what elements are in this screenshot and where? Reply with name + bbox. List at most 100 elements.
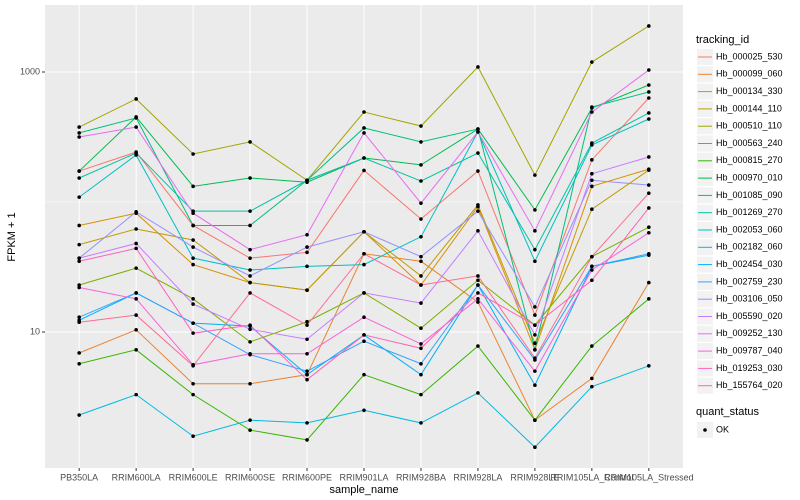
data-point: [647, 168, 651, 172]
data-point: [362, 126, 366, 130]
data-point: [305, 264, 309, 269]
legend-label: Hb_005590_020: [716, 311, 783, 321]
data-point: [476, 229, 480, 233]
data-point: [419, 254, 423, 259]
data-point: [134, 328, 138, 332]
data-point: [533, 333, 537, 337]
data-point: [77, 131, 81, 135]
data-point: [134, 241, 138, 246]
data-point: [590, 110, 594, 114]
data-point: [533, 445, 537, 450]
legend-label: Hb_000815_270: [716, 155, 783, 165]
data-point: [647, 206, 651, 210]
data-point: [647, 117, 651, 121]
legend-label: Hb_001269_270: [716, 207, 783, 217]
data-point: [77, 242, 81, 247]
data-point: [248, 323, 252, 327]
data-point: [248, 274, 252, 278]
data-point: [419, 163, 423, 167]
data-point: [590, 184, 594, 189]
data-point: [248, 327, 252, 332]
data-point: [191, 262, 195, 267]
data-point: [305, 323, 309, 327]
legend-label: Hb_000563_240: [716, 138, 783, 148]
data-point: [476, 65, 480, 69]
data-point: [419, 342, 423, 346]
data-point: [476, 297, 480, 301]
data-point: [419, 217, 423, 221]
data-point: [419, 274, 423, 278]
data-point: [476, 127, 480, 131]
data-point: [647, 68, 651, 72]
x-tick-label: RRIM928BA: [396, 472, 446, 482]
data-point: [647, 183, 651, 187]
data-point: [476, 274, 480, 278]
data-point: [533, 229, 537, 233]
data-point: [305, 288, 309, 292]
data-point: [590, 376, 594, 381]
data-point: [248, 291, 252, 295]
data-point: [533, 259, 537, 264]
legend-label: Hb_000099_060: [716, 69, 783, 79]
legend-label: Hb_000970_010: [716, 172, 783, 182]
data-point: [533, 208, 537, 212]
data-point: [77, 135, 81, 139]
data-point: [419, 392, 423, 397]
data-point: [590, 278, 594, 283]
data-point: [134, 297, 138, 301]
data-point: [533, 305, 537, 309]
data-point: [77, 320, 81, 325]
data-point: [191, 392, 195, 397]
legend-label: Hb_000025_530: [716, 51, 783, 61]
legend-label: Hb_002182_060: [716, 242, 783, 252]
data-point: [77, 413, 81, 417]
legend-point: [703, 428, 707, 432]
data-point: [476, 169, 480, 173]
data-point: [248, 140, 252, 144]
legend-label: Hb_000144_110: [716, 103, 782, 113]
legend-label: Hb_019253_030: [716, 363, 783, 373]
data-point: [191, 321, 195, 325]
data-point: [647, 191, 651, 195]
data-point: [362, 110, 366, 114]
legend-label: Hb_009252_130: [716, 328, 783, 338]
data-point: [305, 438, 309, 442]
data-point: [305, 377, 309, 382]
data-point: [77, 259, 81, 264]
data-point: [248, 176, 252, 180]
data-point: [419, 372, 423, 377]
legend-label: Hb_002759_230: [716, 276, 783, 286]
data-point: [476, 151, 480, 155]
data-point: [590, 143, 594, 147]
data-point: [647, 111, 651, 115]
data-point: [590, 384, 594, 389]
legend-label: Hb_155764_020: [716, 380, 783, 390]
data-point: [419, 346, 423, 351]
data-point: [305, 245, 309, 249]
data-point: [419, 326, 423, 331]
data-point: [419, 259, 423, 264]
data-point: [533, 369, 537, 373]
x-tick-label: RRIM105LA_Control: [550, 472, 633, 482]
data-point: [362, 408, 366, 413]
data-point: [419, 235, 423, 239]
data-point: [590, 254, 594, 259]
data-point: [362, 251, 366, 256]
x-axis-title: sample_name: [329, 484, 398, 496]
data-point: [134, 348, 138, 352]
data-point: [305, 369, 309, 373]
data-point: [77, 315, 81, 320]
data-point: [647, 230, 651, 235]
data-point: [533, 323, 537, 327]
legend-label: Hb_002454_030: [716, 259, 783, 269]
data-point: [77, 283, 81, 287]
data-point: [419, 124, 423, 128]
data-point: [191, 331, 195, 335]
data-point: [77, 169, 81, 173]
data-point: [533, 348, 537, 352]
data-point: [77, 361, 81, 366]
data-point: [191, 363, 195, 368]
data-point: [305, 232, 309, 237]
data-point: [476, 209, 480, 213]
data-point: [419, 361, 423, 366]
